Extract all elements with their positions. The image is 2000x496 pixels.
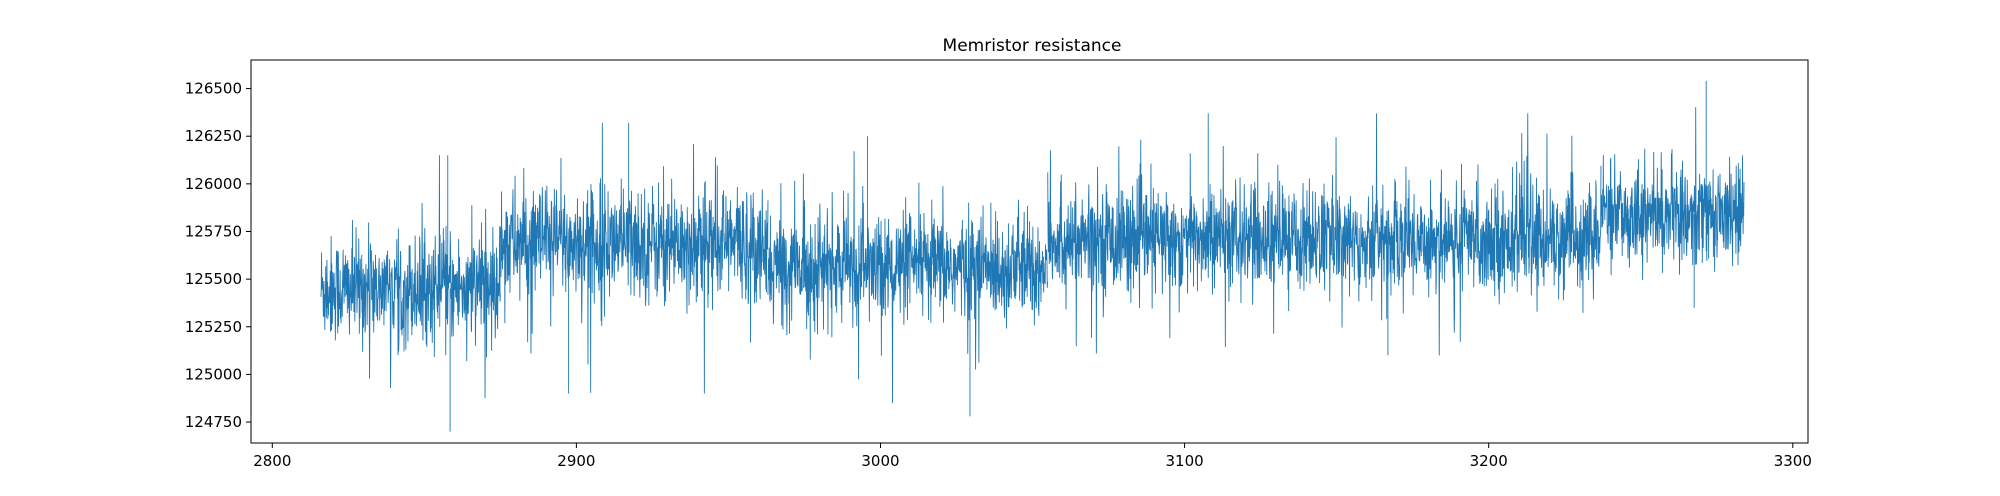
y-tick-label: 126500 <box>185 80 242 98</box>
series-segment-4 <box>1047 113 1602 356</box>
y-tick-label: 125500 <box>185 270 242 288</box>
x-tick-label: 3000 <box>861 452 899 470</box>
y-tick-label: 126000 <box>185 175 242 193</box>
series-segment-2 <box>499 122 769 394</box>
series-layer <box>320 80 1745 432</box>
series-segment-1 <box>320 155 501 432</box>
y-tick-label: 126250 <box>185 127 242 145</box>
plot-frame <box>250 59 1809 444</box>
x-tick-label: 3200 <box>1470 452 1508 470</box>
y-tick-label: 125000 <box>185 365 242 383</box>
y-axis: 124750 125000 125250 125500 125750 126000 1262… <box>185 80 251 431</box>
y-tick-label: 125750 <box>185 222 242 240</box>
x-tick-label: 3300 <box>1774 452 1812 470</box>
x-tick-label: 3100 <box>1165 452 1203 470</box>
series-segment-3 <box>767 136 1049 417</box>
y-tick-label: 124750 <box>185 413 242 431</box>
chart-title: Memristor resistance <box>943 36 1122 56</box>
x-tick-label: 2800 <box>253 452 291 470</box>
series-segment-5 <box>1600 80 1745 308</box>
y-tick-label: 125250 <box>185 318 242 336</box>
x-tick-label: 2900 <box>557 452 595 470</box>
x-axis: 2800 2900 3000 3100 3200 3300 <box>253 443 1812 470</box>
